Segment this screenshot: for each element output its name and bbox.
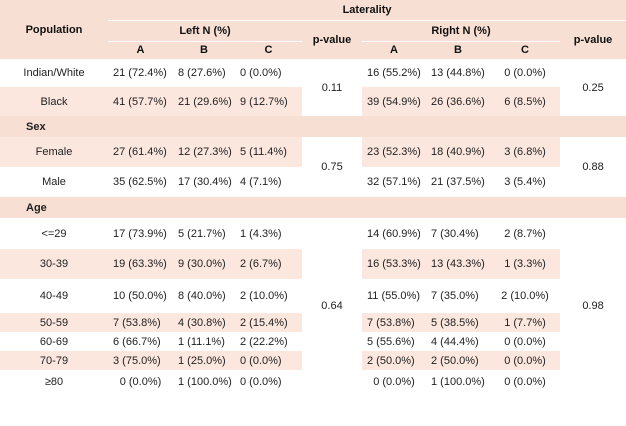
p-value-age-left: 0.64 [302, 218, 362, 394]
cell-left-b: 21 (29.6%) [173, 87, 235, 116]
cell-left-b: 1 (100.0%) [173, 370, 235, 394]
cell-right-c: 2 (8.7%) [490, 218, 560, 249]
cell-right-b: 7 (35.0%) [426, 279, 490, 313]
cell-left-c: 0 (0.0%) [235, 59, 302, 87]
row-label: 40-49 [0, 279, 108, 313]
cell-right-c: 1 (3.3%) [490, 249, 560, 279]
laterality-table: Population Laterality Left N (%) p-value… [0, 0, 626, 394]
col-header-left-c: C [235, 41, 302, 59]
cell-left-b: 1 (25.0%) [173, 351, 235, 370]
cell-left-b: 8 (27.6%) [173, 59, 235, 87]
row-label: 50-59 [0, 313, 108, 332]
cell-left-c: 4 (7.1%) [235, 167, 302, 197]
col-header-right-b: B [426, 41, 490, 59]
cell-right-c: 1 (7.7%) [490, 313, 560, 332]
cell-left-b: 4 (30.8%) [173, 313, 235, 332]
cell-right-a: 14 (60.9%) [362, 218, 426, 249]
cell-right-c: 0 (0.0%) [490, 370, 560, 394]
cell-left-a: 19 (63.3%) [108, 249, 173, 279]
right-header: Right N (%) [362, 20, 560, 42]
cell-left-c: 0 (0.0%) [235, 370, 302, 394]
laterality-header: Laterality [108, 0, 626, 21]
cell-right-c: 0 (0.0%) [490, 351, 560, 370]
p-value-sex-left: 0.75 [302, 137, 362, 197]
cell-left-c: 9 (12.7%) [235, 87, 302, 116]
cell-left-a: 27 (61.4%) [108, 137, 173, 167]
cell-left-b: 9 (30.0%) [173, 249, 235, 279]
cell-left-a: 3 (75.0%) [108, 351, 173, 370]
p-value-population-right: 0.25 [560, 59, 626, 116]
p-value-header-left: p-value [302, 20, 362, 59]
cell-right-a: 16 (55.2%) [362, 59, 426, 87]
cell-left-b: 5 (21.7%) [173, 218, 235, 249]
row-label: 60-69 [0, 332, 108, 351]
cell-right-b: 21 (37.5%) [426, 167, 490, 197]
cell-left-a: 35 (62.5%) [108, 167, 173, 197]
cell-right-a: 16 (53.3%) [362, 249, 426, 279]
cell-left-a: 6 (66.7%) [108, 332, 173, 351]
row-label: Black [0, 87, 108, 116]
cell-left-a: 21 (72.4%) [108, 59, 173, 87]
cell-left-c: 5 (11.4%) [235, 137, 302, 167]
col-header-right-a: A [362, 41, 426, 59]
cell-right-b: 13 (43.3%) [426, 249, 490, 279]
p-value-sex-right: 0.88 [560, 137, 626, 197]
cell-left-c: 0 (0.0%) [235, 351, 302, 370]
left-header: Left N (%) [108, 20, 302, 42]
row-label: 30-39 [0, 249, 108, 279]
cell-right-c: 2 (10.0%) [490, 279, 560, 313]
cell-right-b: 7 (30.4%) [426, 218, 490, 249]
cell-right-a: 32 (57.1%) [362, 167, 426, 197]
cell-right-a: 23 (52.3%) [362, 137, 426, 167]
cell-left-a: 41 (57.7%) [108, 87, 173, 116]
section-sex: Sex [0, 116, 626, 137]
row-label: Indian/White [0, 59, 108, 87]
cell-left-a: 17 (73.9%) [108, 218, 173, 249]
cell-right-b: 1 (100.0%) [426, 370, 490, 394]
p-value-age-right: 0.98 [560, 218, 626, 394]
cell-left-b: 12 (27.3%) [173, 137, 235, 167]
cell-right-a: 7 (53.8%) [362, 313, 426, 332]
row-label: 70-79 [0, 351, 108, 370]
cell-left-b: 17 (30.4%) [173, 167, 235, 197]
cell-right-c: 6 (8.5%) [490, 87, 560, 116]
cell-right-c: 3 (5.4%) [490, 167, 560, 197]
row-label: ≥80 [0, 370, 108, 394]
cell-left-a: 7 (53.8%) [108, 313, 173, 332]
cell-right-b: 13 (44.8%) [426, 59, 490, 87]
p-value-population-left: 0.11 [302, 59, 362, 116]
section-age: Age [0, 197, 626, 218]
cell-left-c: 2 (10.0%) [235, 279, 302, 313]
cell-right-c: 0 (0.0%) [490, 59, 560, 87]
row-label: <=29 [0, 218, 108, 249]
cell-right-b: 2 (50.0%) [426, 351, 490, 370]
cell-right-a: 39 (54.9%) [362, 87, 426, 116]
cell-right-b: 4 (44.4%) [426, 332, 490, 351]
row-label: Male [0, 167, 108, 197]
cell-right-b: 26 (36.6%) [426, 87, 490, 116]
col-header-left-b: B [173, 41, 235, 59]
cell-left-c: 2 (22.2%) [235, 332, 302, 351]
col-header-right-c: C [490, 41, 560, 59]
cell-right-a: 5 (55.6%) [362, 332, 426, 351]
cell-right-a: 2 (50.0%) [362, 351, 426, 370]
cell-left-b: 8 (40.0%) [173, 279, 235, 313]
population-header: Population [0, 0, 108, 59]
cell-right-c: 0 (0.0%) [490, 332, 560, 351]
p-value-header-right: p-value [560, 20, 626, 59]
cell-left-a: 10 (50.0%) [108, 279, 173, 313]
cell-left-b: 1 (11.1%) [173, 332, 235, 351]
cell-left-a: 0 (0.0%) [108, 370, 173, 394]
cell-right-c: 3 (6.8%) [490, 137, 560, 167]
cell-right-a: 0 (0.0%) [362, 370, 426, 394]
cell-left-c: 2 (15.4%) [235, 313, 302, 332]
cell-right-b: 18 (40.9%) [426, 137, 490, 167]
cell-left-c: 1 (4.3%) [235, 218, 302, 249]
cell-left-c: 2 (6.7%) [235, 249, 302, 279]
cell-right-b: 5 (38.5%) [426, 313, 490, 332]
col-header-left-a: A [108, 41, 173, 59]
cell-right-a: 11 (55.0%) [362, 279, 426, 313]
row-label: Female [0, 137, 108, 167]
